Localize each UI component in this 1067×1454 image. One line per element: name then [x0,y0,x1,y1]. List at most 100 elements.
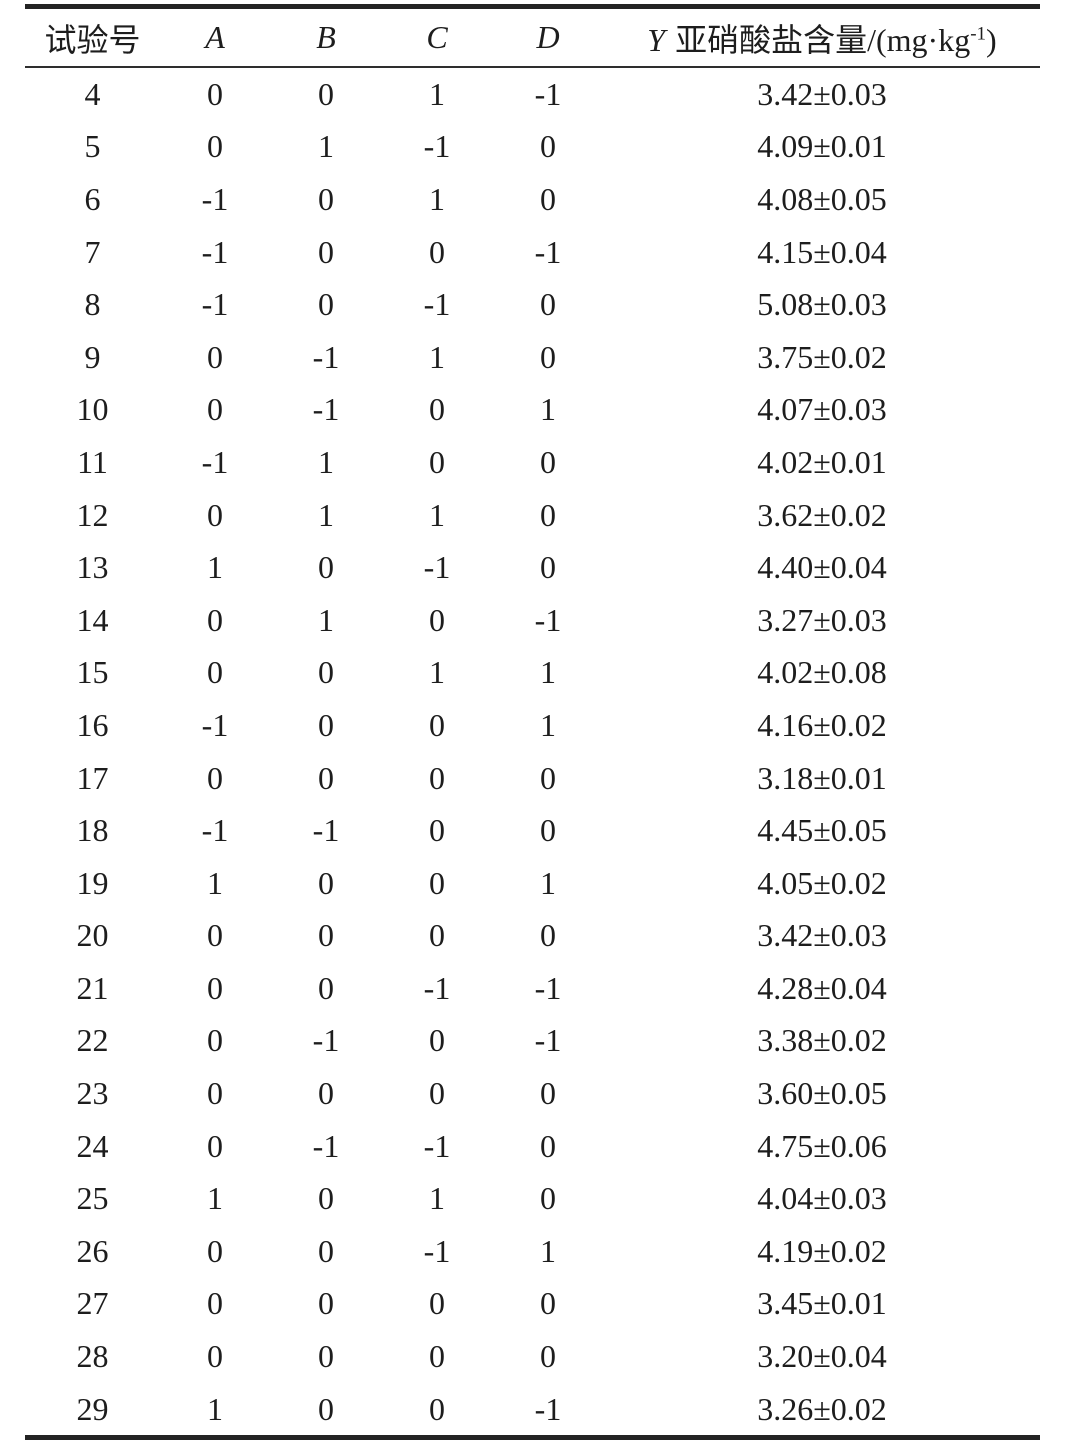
cell-factor-d: 0 [540,1338,556,1375]
cell-factor-c: -1 [423,128,451,165]
cell-nitrite-content: 4.05±0.02 [757,864,887,901]
cell-factor-a: 1 [207,864,223,901]
cell-factor-b: 0 [318,1180,334,1217]
cell-factor-a: 0 [207,1338,223,1375]
cell-factor-b: 0 [318,759,334,796]
cell-factor-c: 0 [429,1390,445,1427]
table-row: 5 0 1 -1 0 4.09±0.01 [25,121,1040,174]
cell-factor-c: 0 [429,1022,445,1059]
cell-factor-a: 1 [207,549,223,586]
cell-factor-c: -1 [423,1232,451,1269]
header-col-factor-b: B [270,6,382,68]
cell-nitrite-content: 4.19±0.02 [757,1232,887,1269]
header-col-test-number: 试验号 [25,6,160,68]
cell-factor-a: 0 [207,391,223,428]
cell-factor-b: 0 [318,917,334,954]
unit-close-paren: ) [986,21,997,58]
cell-test-number: 26 [76,1232,109,1269]
cell-test-number: 29 [76,1390,109,1427]
cell-nitrite-content: 4.28±0.04 [757,969,887,1006]
table-row: 15 0 0 1 1 4.02±0.08 [25,647,1040,700]
cell-factor-d: 0 [540,812,556,849]
table-body: 4 0 0 1 -1 3.42±0.03 5 0 1 -1 0 4.09±0.01 6 -1 0 1 0 4.08… [25,67,1040,1438]
header-col-factor-d: D [492,6,604,68]
cell-factor-a: 0 [207,1285,223,1322]
cell-factor-d: 0 [540,286,556,323]
cell-factor-b: 0 [318,180,334,217]
cell-factor-a: 0 [207,654,223,691]
cell-nitrite-content: 3.45±0.01 [757,1285,887,1322]
cell-factor-a: 0 [207,601,223,638]
cell-factor-b: -1 [312,812,340,849]
cell-factor-a: 0 [207,1232,223,1269]
cell-factor-c: 1 [429,1180,445,1217]
cell-factor-b: 0 [318,1338,334,1375]
table-row: 19 1 0 0 1 4.05±0.02 [25,857,1040,910]
cell-factor-a: 0 [207,338,223,375]
header-col-nitrite-content: Y 亚硝酸盐含量/(mg·kg-1) [604,6,1040,68]
cell-nitrite-content: 4.45±0.05 [757,812,887,849]
cell-factor-d: 1 [540,864,556,901]
cell-factor-d: 1 [540,1232,556,1269]
cell-factor-a: 0 [207,969,223,1006]
cell-test-number: 9 [84,338,101,375]
cell-factor-b: 0 [318,864,334,901]
cell-factor-d: 0 [540,917,556,954]
cell-factor-b: 1 [318,496,334,533]
table-row: 18 -1 -1 0 0 4.45±0.05 [25,804,1040,857]
cell-factor-b: 0 [318,654,334,691]
cell-factor-d: -1 [534,601,562,638]
cell-factor-b: -1 [312,391,340,428]
cell-factor-b: 1 [318,601,334,638]
cell-test-number: 28 [76,1338,109,1375]
cell-nitrite-content: 4.02±0.08 [757,654,887,691]
cell-factor-a: 0 [207,75,223,112]
cell-factor-b: 1 [318,128,334,165]
cell-factor-c: 0 [429,917,445,954]
cell-nitrite-content: 3.18±0.01 [757,759,887,796]
cell-nitrite-content: 3.27±0.03 [757,601,887,638]
cell-factor-d: 1 [540,654,556,691]
table-row: 29 1 0 0 -1 3.26±0.02 [25,1383,1040,1438]
cell-nitrite-content: 4.09±0.01 [757,128,887,165]
cell-test-number: 18 [76,812,109,849]
cell-nitrite-content: 3.38±0.02 [757,1022,887,1059]
cell-factor-b: -1 [312,1127,340,1164]
cell-factor-a: 1 [207,1390,223,1427]
cell-factor-a: -1 [201,443,229,480]
cell-factor-c: 0 [429,1075,445,1112]
table-row: 10 0 -1 0 1 4.07±0.03 [25,384,1040,437]
cell-factor-d: 0 [540,128,556,165]
cell-factor-a: 0 [207,917,223,954]
cell-factor-b: 0 [318,1075,334,1112]
cell-factor-a: -1 [201,233,229,270]
cell-factor-d: -1 [534,1390,562,1427]
cell-test-number: 14 [76,601,109,638]
cell-factor-d: 0 [540,443,556,480]
y-variable-symbol: Y [647,21,666,58]
table-row: 4 0 0 1 -1 3.42±0.03 [25,67,1040,121]
table-row: 20 0 0 0 0 3.42±0.03 [25,910,1040,963]
cell-factor-c: -1 [423,1127,451,1164]
cell-factor-b: 0 [318,969,334,1006]
table-row: 25 1 0 1 0 4.04±0.03 [25,1172,1040,1225]
cell-nitrite-content: 3.42±0.03 [757,75,887,112]
table-row: 26 0 0 -1 1 4.19±0.02 [25,1225,1040,1278]
cell-factor-d: 0 [540,180,556,217]
cell-test-number: 22 [76,1022,109,1059]
cell-nitrite-content: 4.75±0.06 [757,1127,887,1164]
cell-factor-b: 1 [318,443,334,480]
cell-factor-c: 0 [429,391,445,428]
cell-factor-a: 0 [207,759,223,796]
cell-factor-b: 0 [318,286,334,323]
unit-exponent: -1 [970,22,987,44]
cell-test-number: 25 [76,1180,109,1217]
cell-test-number: 4 [84,75,101,112]
cell-factor-c: 1 [429,338,445,375]
cell-factor-c: 0 [429,233,445,270]
cell-test-number: 16 [76,706,109,743]
cell-factor-b: 0 [318,549,334,586]
cell-factor-d: 1 [540,391,556,428]
cell-factor-a: -1 [201,706,229,743]
cell-test-number: 15 [76,654,109,691]
